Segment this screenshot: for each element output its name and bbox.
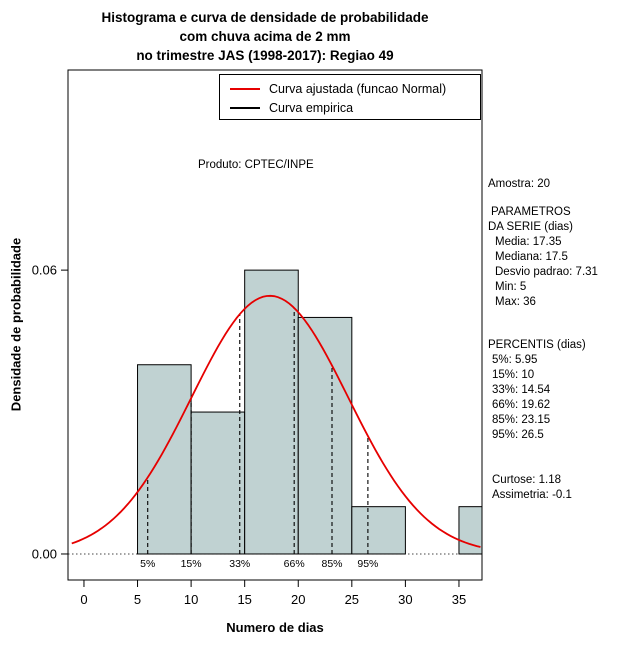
legend-item-fitted: Curva ajustada (funcao Normal)	[230, 79, 480, 98]
x-tick-label: 20	[291, 592, 305, 607]
legend-box: Curva ajustada (funcao Normal) Curva emp…	[219, 74, 481, 120]
product-annotation: Produto: CPTEC/INPE	[198, 159, 314, 171]
stats-sample-group: Amostra: 20	[488, 177, 640, 192]
stats-panel: Amostra: 20 PARAMETROS DA SERIE (dias) M…	[488, 177, 640, 503]
y-axis-label: Densidade de probabilidade	[8, 237, 24, 412]
stats-max: Max: 36	[495, 296, 536, 308]
x-tick-label: 5	[134, 592, 141, 607]
y-tick-label: 0.06	[32, 263, 57, 278]
stats-p95: 95%: 26.5	[492, 429, 544, 441]
stats-shape-group: Curtose: 1.18 Assimetria: -0.1	[488, 473, 640, 503]
x-tick-label: 30	[398, 592, 412, 607]
chart-title-line1: Histograma e curva de densidade de proba…	[101, 10, 429, 25]
stats-p33: 33%: 14.54	[492, 384, 551, 396]
stats-params-header1: PARAMETROS	[491, 206, 571, 218]
x-tick-label: 0	[80, 592, 87, 607]
stats-mediana: Mediana: 17.5	[495, 251, 568, 263]
stats-p15: 15%: 10	[492, 369, 535, 381]
stats-assimetria: Assimetria: -0.1	[492, 489, 572, 501]
percentile-label: 5%	[140, 558, 155, 570]
fitted-normal-curve	[71, 294, 481, 548]
fitted-curve-line-sample	[230, 87, 260, 90]
y-tick-label: 0.00	[32, 546, 57, 561]
percentile-label: 15%	[181, 558, 202, 570]
legend-empirical-label: Curva empirica	[269, 100, 354, 115]
stats-amostra: Amostra: 20	[488, 178, 550, 190]
stats-p5: 5%: 5.95	[492, 354, 538, 366]
percentile-label: 95%	[357, 558, 378, 570]
empirical-curve-line-sample	[230, 106, 260, 109]
chart-title: Histograma e curva de densidade de proba…	[0, 8, 530, 65]
percentile-label: 85%	[321, 558, 342, 570]
stats-curtose: Curtose: 1.18	[492, 474, 562, 486]
stats-percentis-header: PERCENTIS (dias)	[488, 339, 586, 351]
x-tick-label: 10	[184, 592, 198, 607]
x-tick-label: 25	[345, 592, 359, 607]
chart-title-line3: no trimestre JAS (1998-2017): Regiao 49	[136, 48, 394, 63]
chart-title-line2: com chuva acima de 2 mm	[179, 29, 351, 44]
x-axis-label: Numero de dias	[226, 620, 324, 635]
legend-fitted-label: Curva ajustada (funcao Normal)	[269, 81, 447, 96]
stats-p85: 85%: 23.15	[492, 414, 551, 426]
histogram-bar	[137, 364, 192, 555]
histogram-bar	[244, 269, 299, 555]
plot-box	[67, 69, 483, 581]
x-tick-label: 15	[237, 592, 251, 607]
stats-min: Min: 5	[495, 281, 527, 293]
histogram-bar	[351, 506, 406, 555]
histogram-bar	[190, 411, 246, 555]
histogram-bar	[297, 316, 353, 555]
percentile-label: 33%	[229, 558, 250, 570]
stats-percentis-group: PERCENTIS (dias) 5%: 5.95 15%: 10 33%: 1…	[488, 338, 640, 443]
percentile-label: 66%	[284, 558, 305, 570]
legend-item-empirical: Curva empirica	[230, 98, 480, 117]
stats-params-group: PARAMETROS DA SERIE (dias) Media: 17.35 …	[488, 205, 640, 310]
x-tick-label: 35	[452, 592, 466, 607]
stats-media: Media: 17.35	[495, 236, 562, 248]
stats-params-header2: DA SERIE (dias)	[488, 221, 573, 233]
stats-p66: 66%: 19.62	[492, 399, 551, 411]
stats-desvio: Desvio padrao: 7.31	[495, 266, 598, 278]
